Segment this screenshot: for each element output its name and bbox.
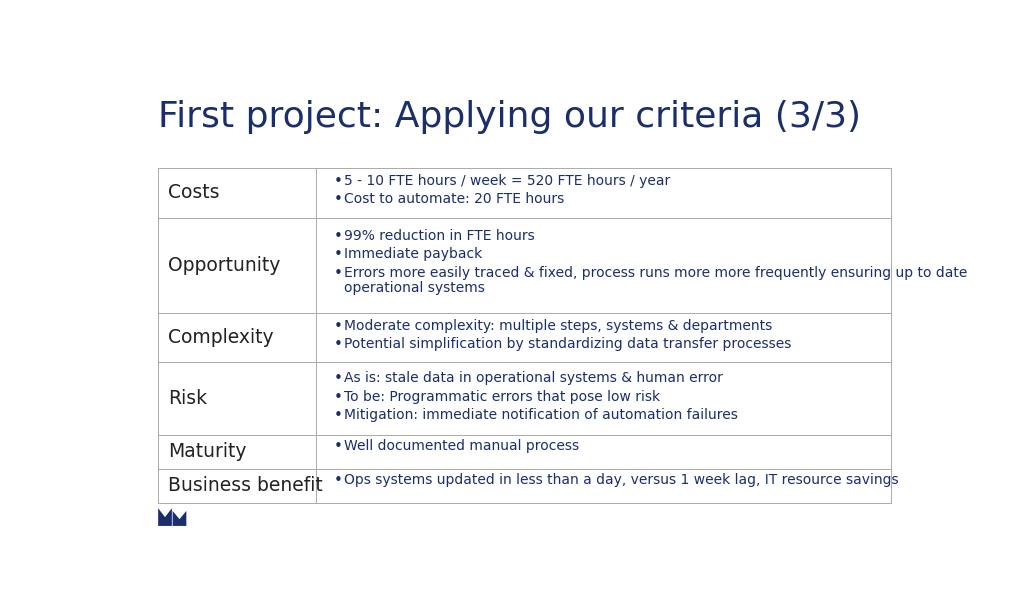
- Text: •: •: [333, 473, 342, 488]
- Text: •: •: [333, 248, 342, 263]
- Text: Errors more easily traced & fixed, process runs more more frequently ensuring up: Errors more easily traced & fixed, proce…: [344, 266, 968, 280]
- Text: operational systems: operational systems: [344, 281, 485, 295]
- Text: •: •: [333, 192, 342, 207]
- Text: •: •: [333, 390, 342, 405]
- Polygon shape: [158, 508, 172, 526]
- Text: To be: Programmatic errors that pose low risk: To be: Programmatic errors that pose low…: [344, 390, 660, 403]
- Polygon shape: [173, 511, 186, 526]
- Text: •: •: [333, 266, 342, 281]
- Text: Cost to automate: 20 FTE hours: Cost to automate: 20 FTE hours: [344, 192, 564, 206]
- Text: •: •: [333, 371, 342, 386]
- Text: Ops systems updated in less than a day, versus 1 week lag, IT resource savings: Ops systems updated in less than a day, …: [344, 473, 899, 487]
- Text: Potential simplification by standardizing data transfer processes: Potential simplification by standardizin…: [344, 337, 792, 351]
- Text: Mitigation: immediate notification of automation failures: Mitigation: immediate notification of au…: [344, 408, 738, 422]
- Text: •: •: [333, 229, 342, 244]
- Text: Moderate complexity: multiple steps, systems & departments: Moderate complexity: multiple steps, sys…: [344, 318, 773, 333]
- Text: •: •: [333, 174, 342, 189]
- Text: Well documented manual process: Well documented manual process: [344, 439, 580, 453]
- Text: 99% reduction in FTE hours: 99% reduction in FTE hours: [344, 229, 536, 243]
- Text: Business benefit: Business benefit: [169, 476, 324, 495]
- Text: Risk: Risk: [169, 389, 208, 408]
- Text: Maturity: Maturity: [169, 442, 247, 461]
- Bar: [158, 168, 892, 503]
- Text: Complexity: Complexity: [169, 328, 274, 347]
- Text: First project: Applying our criteria (3/3): First project: Applying our criteria (3/…: [158, 100, 861, 134]
- Text: Costs: Costs: [169, 183, 220, 202]
- Text: As is: stale data in operational systems & human error: As is: stale data in operational systems…: [344, 371, 723, 385]
- Text: •: •: [333, 318, 342, 333]
- Text: Opportunity: Opportunity: [169, 255, 281, 275]
- Text: •: •: [333, 337, 342, 352]
- Text: 5 - 10 FTE hours / week = 520 FTE hours / year: 5 - 10 FTE hours / week = 520 FTE hours …: [344, 174, 671, 188]
- Text: Immediate payback: Immediate payback: [344, 248, 482, 262]
- Text: •: •: [333, 439, 342, 454]
- Text: •: •: [333, 408, 342, 423]
